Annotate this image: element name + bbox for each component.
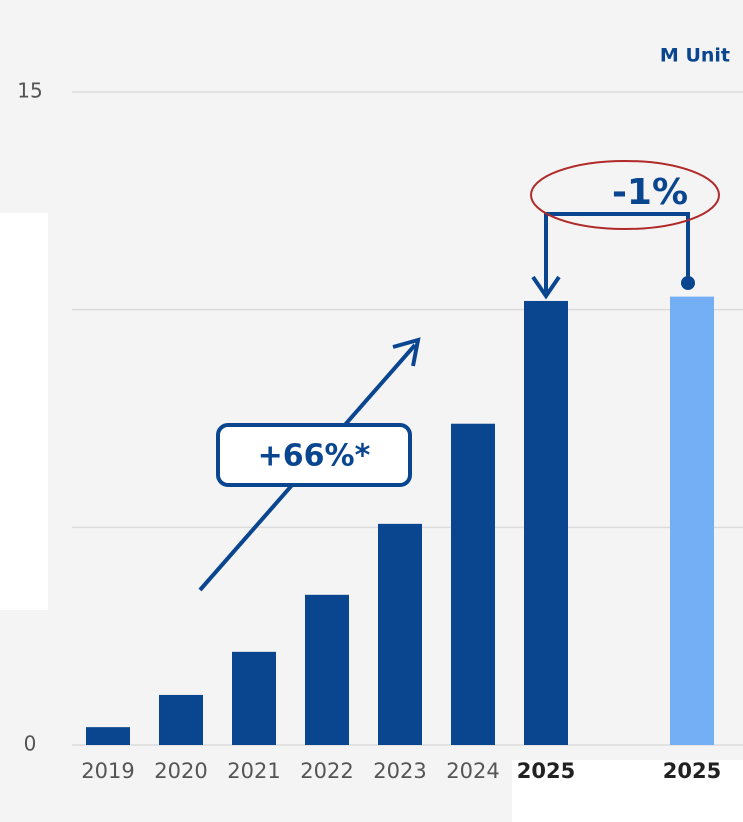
arrow-head <box>392 337 421 367</box>
x-tick-label: 2021 <box>227 759 280 783</box>
bar <box>451 423 495 745</box>
bar <box>305 594 349 745</box>
arrow-head <box>531 275 561 300</box>
change-label: -1% <box>612 172 688 213</box>
y-tick-label: 15 <box>17 79 42 103</box>
bar <box>670 296 714 745</box>
growth-box <box>216 423 412 487</box>
bracket-dot <box>681 276 695 290</box>
panel <box>0 213 48 610</box>
x-tick-label: 2025 <box>663 759 721 783</box>
bar <box>232 651 276 745</box>
x-tick-label: 2025 <box>517 759 575 783</box>
highlight-ellipse <box>530 160 720 230</box>
panel <box>512 760 743 822</box>
unit-label: M Unit <box>660 45 730 67</box>
bar <box>159 694 203 745</box>
x-tick-label: 2020 <box>154 759 207 783</box>
x-tick-label: 2024 <box>446 759 499 783</box>
bar <box>524 300 568 745</box>
bracket <box>544 212 690 292</box>
growth-label: +66%* <box>258 439 371 474</box>
x-tick-label: 2023 <box>373 759 426 783</box>
x-tick-label: 2022 <box>300 759 353 783</box>
bar <box>86 727 130 745</box>
bar <box>378 523 422 745</box>
y-tick-label: 0 <box>24 732 37 756</box>
x-tick-label: 2019 <box>81 759 134 783</box>
